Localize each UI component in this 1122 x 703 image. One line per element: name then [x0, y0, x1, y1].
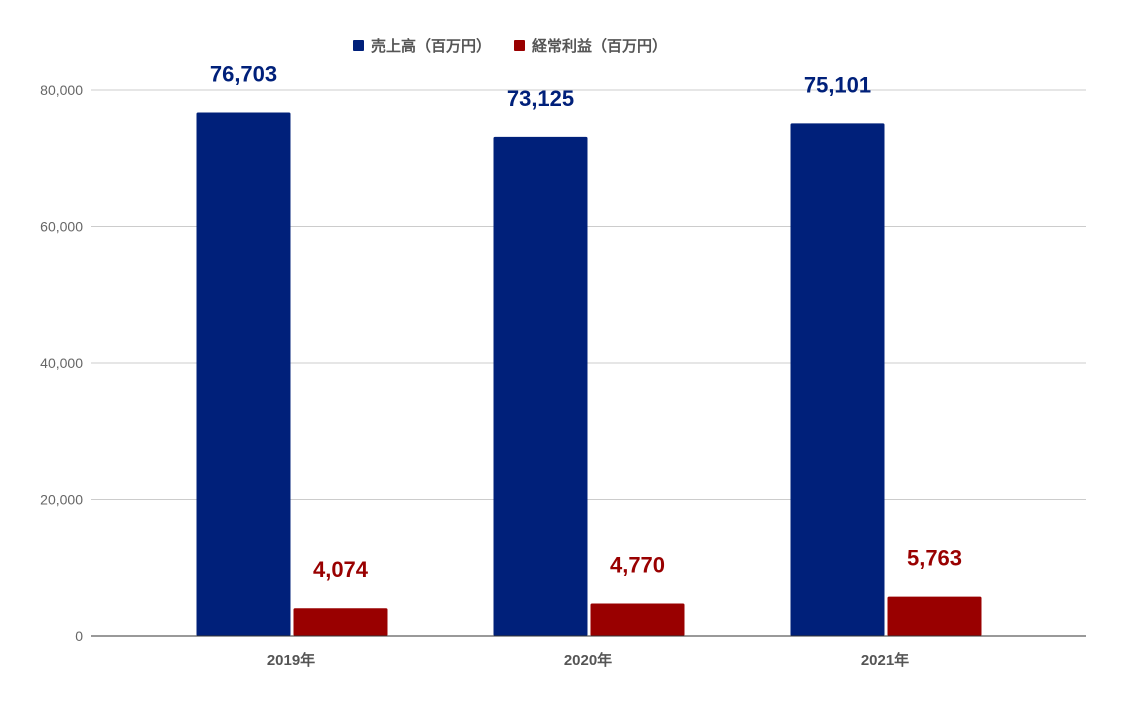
y-tick-label: 80,000	[40, 82, 83, 98]
bar-sales	[196, 112, 291, 637]
legend: 売上高（百万円） 経常利益（百万円）	[353, 37, 667, 55]
legend-swatch-ordinary-profit	[514, 40, 525, 51]
y-axis-ticks: 0 20,000 40,000 60,000 80,000	[40, 82, 83, 644]
bar-ordinary-profit	[887, 596, 982, 636]
data-label-sales: 76,703	[210, 62, 277, 87]
data-label-sales: 73,125	[507, 86, 574, 111]
data-label-sales: 75,101	[804, 72, 871, 97]
y-tick-label: 0	[75, 628, 83, 644]
bar-sales	[790, 123, 885, 637]
data-labels: 76,703 73,125 75,101 4,074 4,770 5,763	[210, 62, 962, 583]
bar-ordinary-profit	[590, 603, 685, 636]
bar-sales	[493, 136, 588, 636]
legend-swatch-sales	[353, 40, 364, 51]
x-tick-label: 2021年	[861, 651, 909, 669]
y-tick-label: 40,000	[40, 355, 83, 371]
x-axis-ticks: 2019年 2020年 2021年	[267, 651, 909, 669]
bar-ordinary-profit	[293, 608, 388, 636]
x-tick-label: 2019年	[267, 651, 315, 669]
legend-label-sales: 売上高（百万円）	[371, 37, 491, 55]
x-tick-label: 2020年	[564, 651, 612, 669]
data-label-ordinary-profit: 4,770	[610, 552, 665, 577]
data-label-ordinary-profit: 4,074	[313, 557, 369, 582]
bars	[196, 112, 982, 637]
legend-label-ordinary-profit: 経常利益（百万円）	[532, 37, 667, 55]
y-tick-label: 20,000	[40, 492, 83, 508]
y-tick-label: 60,000	[40, 219, 83, 235]
data-label-ordinary-profit: 5,763	[907, 546, 962, 571]
